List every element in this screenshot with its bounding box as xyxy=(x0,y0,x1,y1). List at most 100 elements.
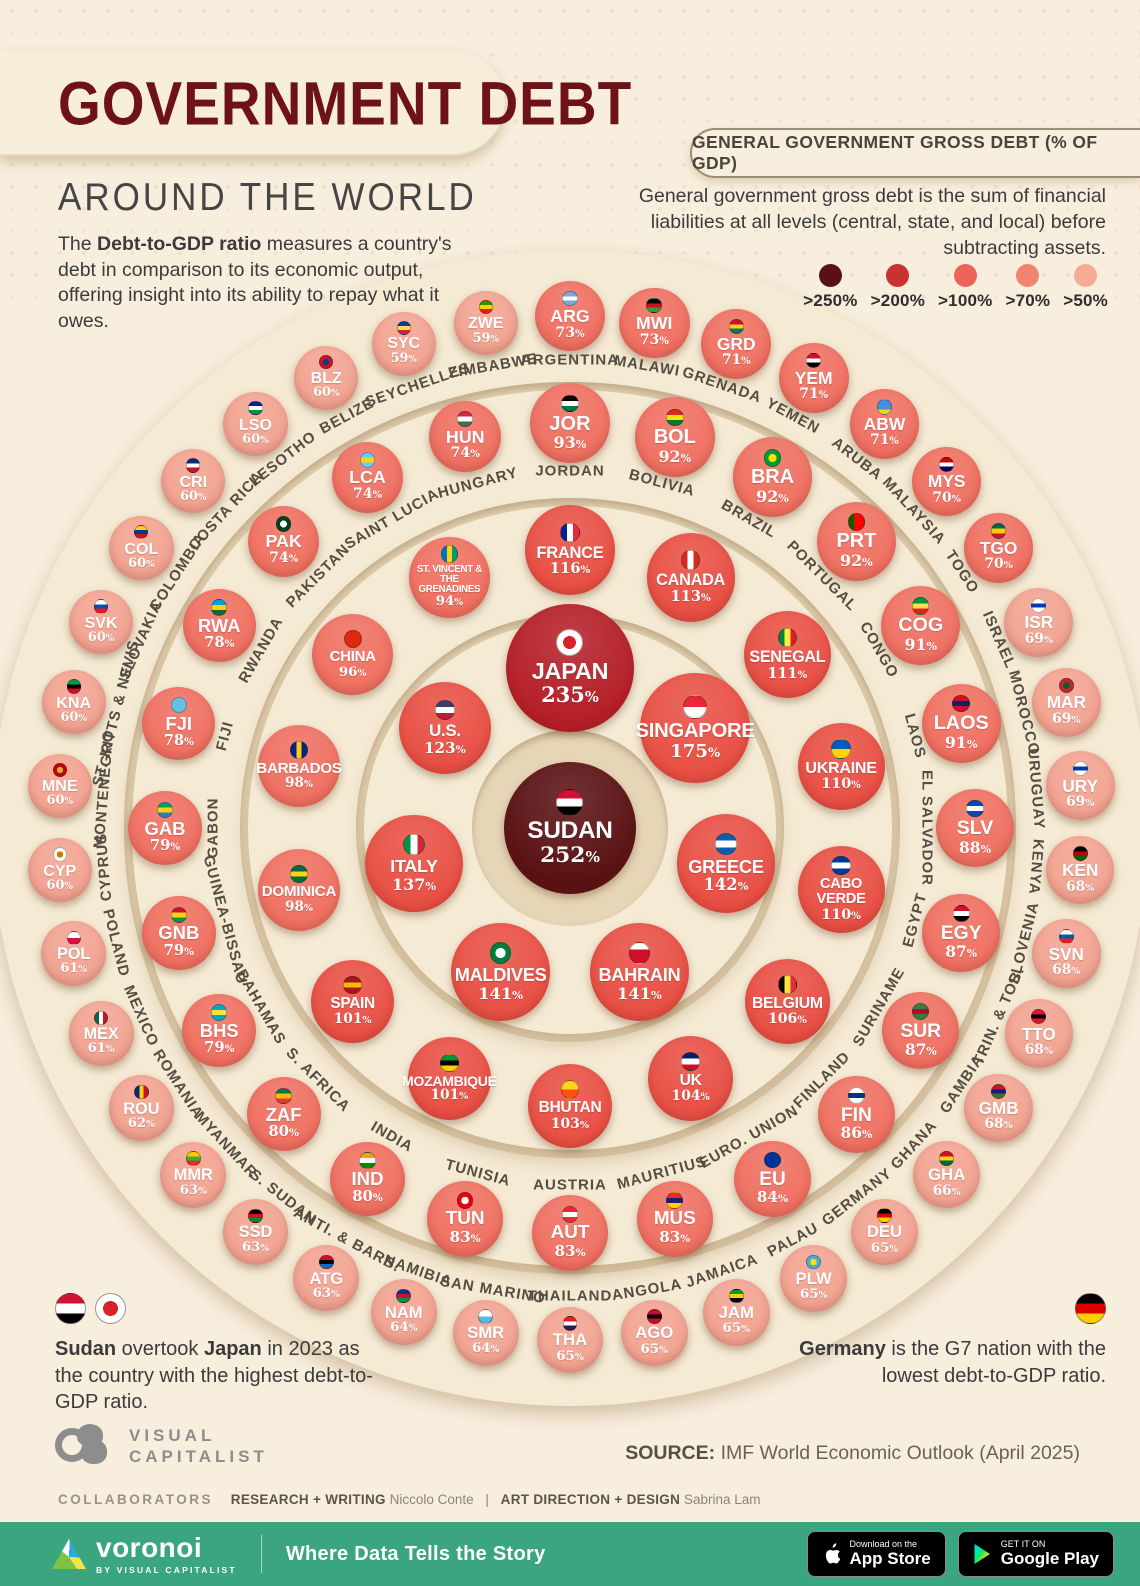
germany-flag-icon xyxy=(1075,1293,1106,1324)
bubble-label: CABO VERDE xyxy=(816,876,866,908)
bubble-bra: BRA 92% xyxy=(732,437,813,518)
bubble-value: 71% xyxy=(870,432,899,449)
metric-description: General government gross debt is the sum… xyxy=(638,185,1106,259)
credit-separator: | xyxy=(485,1492,489,1507)
bubble-label: YEM xyxy=(794,367,833,388)
bubble-value: 94% xyxy=(435,594,464,609)
bubble-label: TGO xyxy=(979,537,1018,558)
bubble-spain: SPAIN 101% xyxy=(310,959,395,1044)
belgium-flag-icon xyxy=(777,975,797,994)
bubble-value: 60% xyxy=(87,629,115,645)
bubble-value: 60% xyxy=(46,793,73,809)
bubble-mmr: MMR 63% xyxy=(160,1141,227,1208)
bubble-sudan: SUDAN 252% xyxy=(504,762,636,894)
annotation-sudan-japan-text: Sudan overtook Japan in 2023 as the coun… xyxy=(55,1338,373,1414)
gmb-flag-icon xyxy=(991,1083,1007,1099)
maldives-flag-icon xyxy=(489,941,512,964)
svn-flag-icon xyxy=(1058,929,1074,945)
bubble-fin: FIN 86% xyxy=(817,1075,895,1153)
bubble-bol: BOL 92% xyxy=(635,396,715,477)
senegal-flag-icon xyxy=(777,627,797,648)
bubble-cog: COG 91% xyxy=(881,585,961,666)
bubble-label: BOL xyxy=(653,425,696,448)
bubble-zaf: ZAF 80% xyxy=(246,1077,321,1152)
apple-icon xyxy=(825,1542,840,1563)
annotation-flags xyxy=(776,1293,1106,1324)
bubble-tha: THA 65% xyxy=(536,1306,604,1374)
pol-flag-icon xyxy=(66,930,81,945)
bubble-value: 101% xyxy=(333,1010,372,1027)
bubble-value: 87% xyxy=(945,942,978,962)
legend-item: >70% xyxy=(1005,264,1050,311)
bubble-pak: PAK 74% xyxy=(247,505,320,578)
gnb-flag-icon xyxy=(170,906,187,923)
bubble-label: NAM xyxy=(384,1302,423,1322)
bubble-label: IND xyxy=(351,1168,384,1190)
legend-item: >50% xyxy=(1063,264,1108,311)
bubble-singapore: SINGAPORE 175% xyxy=(636,673,755,784)
jor-flag-icon xyxy=(561,394,579,413)
bubble-label: BLZ xyxy=(310,369,342,388)
ury-flag-icon xyxy=(1072,761,1088,777)
bubble-label: BAHRAIN xyxy=(598,963,681,985)
arc-label-thailand: THAILAND xyxy=(527,1287,613,1305)
lca-flag-icon xyxy=(359,451,376,468)
bubble-label: ROU xyxy=(123,1099,160,1118)
bubble-value: 61% xyxy=(60,961,87,977)
bubble-value: 96% xyxy=(338,663,367,680)
bubble-label: SENEGAL xyxy=(749,647,826,666)
bubble-label: SSD xyxy=(238,1223,273,1242)
bhutan-flag-icon xyxy=(560,1080,580,1099)
bubble-jam: JAM 65% xyxy=(702,1278,770,1346)
svk-flag-icon xyxy=(94,599,109,614)
bubble-label: GAB xyxy=(144,817,186,839)
bubble-value: 92% xyxy=(756,487,789,506)
arc-label-austria: AUSTRIA xyxy=(533,1176,607,1194)
google-play-icon xyxy=(974,1544,990,1564)
bubble-label: GMB xyxy=(978,1099,1019,1119)
bubble-label: SINGAPORE xyxy=(635,719,755,742)
bubble-label: MNE xyxy=(41,777,78,796)
bubble-gab: GAB 79% xyxy=(128,791,202,865)
bubble-label: U.S. xyxy=(428,721,461,741)
bubble-ago: AGO 65% xyxy=(620,1299,688,1367)
legend-dot xyxy=(1074,264,1098,287)
col-flag-icon xyxy=(134,525,149,540)
arc-label-argentina: ARGENTINA xyxy=(520,351,620,369)
bubble-label: BRA xyxy=(750,466,795,489)
u-s-flag-icon xyxy=(434,699,456,721)
bubble-label: KEN xyxy=(1062,861,1099,881)
bubble-zwe: ZWE 59% xyxy=(453,291,518,355)
bubble-value: 65% xyxy=(556,1348,584,1365)
bubble-lso: LSO 60% xyxy=(223,391,288,457)
voronoi-logo-icon xyxy=(52,1539,86,1569)
google-play-badge[interactable]: GET IT ON Google Play xyxy=(957,1531,1114,1577)
bubble-label: SLV xyxy=(956,817,994,840)
bubble-value: 78% xyxy=(204,634,235,652)
bubble-sur: SUR 87% xyxy=(882,991,960,1070)
canada-flag-icon xyxy=(680,550,701,570)
slv-flag-icon xyxy=(966,800,984,818)
bubble-value: 92% xyxy=(840,551,873,571)
bubble-value: 60% xyxy=(242,431,269,447)
annotation-germany-text: Germany is the G7 nation with the lowest… xyxy=(799,1338,1106,1387)
color-legend: >250% >200% >100% >70% >50% xyxy=(803,264,1108,311)
bubble-label: MOZAMBIQUE xyxy=(402,1072,497,1089)
bubble-label: EGY xyxy=(940,921,982,944)
bubble-value: 86% xyxy=(840,1123,873,1142)
app-store-badge[interactable]: Download on the App Store xyxy=(806,1531,946,1577)
bubble-rwa: RWA 78% xyxy=(182,588,256,663)
bubble-value: 79% xyxy=(163,941,194,959)
zwe-flag-icon xyxy=(478,300,493,315)
bubble-label: SYC xyxy=(387,335,421,353)
bubble-svn: SVN 68% xyxy=(1032,919,1101,988)
bubble-label: GNB xyxy=(158,922,200,944)
japan-flag-icon xyxy=(95,1293,126,1324)
bubble-value: 63% xyxy=(312,1286,340,1302)
bubble-value: 142% xyxy=(703,874,749,894)
bubble-value: 68% xyxy=(1052,961,1081,978)
bubble-label: BHUTAN xyxy=(538,1099,602,1117)
bubble-value: 116% xyxy=(549,560,591,578)
bubble-uk: UK 104% xyxy=(648,1036,733,1121)
bubble-svk: SVK 60% xyxy=(68,590,134,655)
